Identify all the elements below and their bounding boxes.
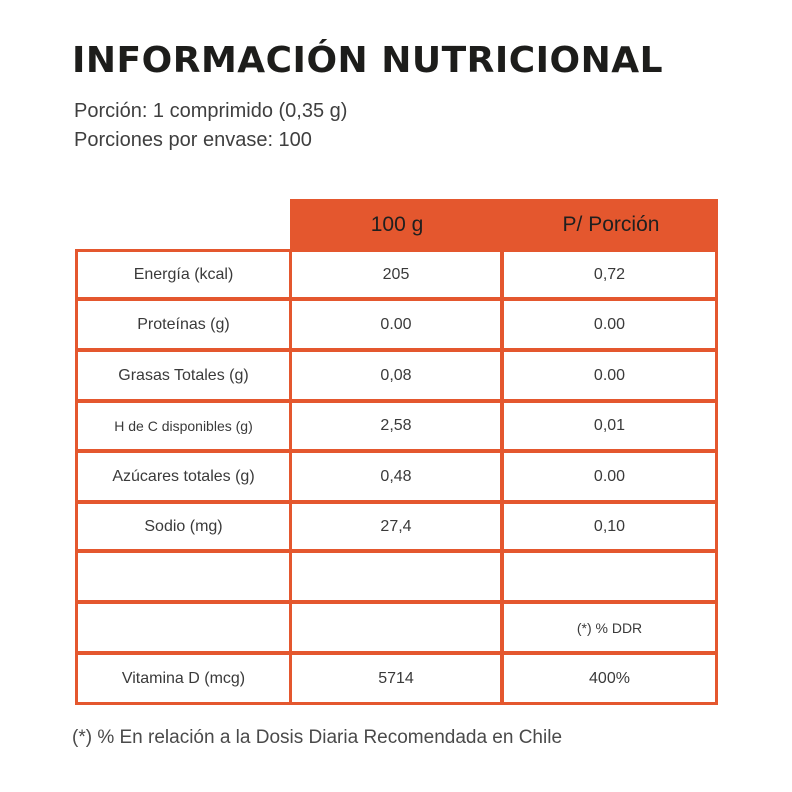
value-per-100g: 205: [292, 252, 500, 297]
value-per-100g: 0.00: [292, 301, 500, 348]
row-label: Vitamina D (mcg): [78, 655, 289, 702]
row-label: Energía (kcal): [78, 252, 289, 297]
value-per-serving: 400%: [504, 655, 715, 702]
value-per-serving: 0,72: [504, 252, 715, 297]
row-label: [78, 553, 289, 600]
row-label: [78, 604, 289, 651]
value-per-serving: 0.00: [504, 352, 715, 399]
row-label: Azúcares totales (g): [78, 453, 289, 500]
column-header-per-serving: P/ Porción: [562, 213, 660, 236]
serving-size: Porción: 1 comprimido (0,35 g): [74, 100, 348, 122]
row-label: Grasas Totales (g): [78, 352, 289, 399]
row-label: Sodio (mg): [78, 504, 289, 549]
ddr-label: (*) % DDR: [504, 604, 715, 651]
value-per-100g: 0,08: [292, 352, 500, 399]
nutrition-table: Energía (kcal) 205 0,72 Proteínas (g) 0.…: [75, 249, 718, 705]
value-per-100g: 2,58: [292, 403, 500, 449]
value-per-serving: 0,01: [504, 403, 715, 449]
table-header: 100 g P/ Porción: [290, 199, 718, 251]
value-per-serving: 0,10: [504, 504, 715, 549]
value-per-serving: 0.00: [504, 301, 715, 348]
value-per-100g: [292, 604, 500, 651]
servings-per-container: Porciones por envase: 100: [74, 129, 312, 151]
page-title: INFORMACIÓN NUTRICIONAL: [72, 40, 664, 81]
value-per-100g: 5714: [292, 655, 500, 702]
value-per-serving: [504, 553, 715, 600]
column-header-100g: 100 g: [370, 213, 424, 236]
row-label: Proteínas (g): [78, 301, 289, 348]
row-label: H de C disponibles (g): [78, 403, 289, 449]
footnote: (*) % En relación a la Dosis Diaria Reco…: [72, 727, 563, 748]
value-per-100g: [292, 553, 500, 600]
value-per-serving: 0.00: [504, 453, 715, 500]
value-per-100g: 27,4: [292, 504, 500, 549]
value-per-100g: 0,48: [292, 453, 500, 500]
